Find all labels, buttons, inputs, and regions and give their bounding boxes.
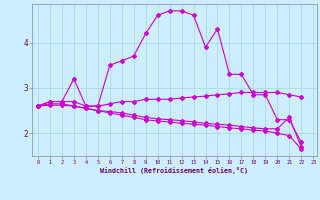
X-axis label: Windchill (Refroidissement éolien,°C): Windchill (Refroidissement éolien,°C) <box>100 167 248 174</box>
